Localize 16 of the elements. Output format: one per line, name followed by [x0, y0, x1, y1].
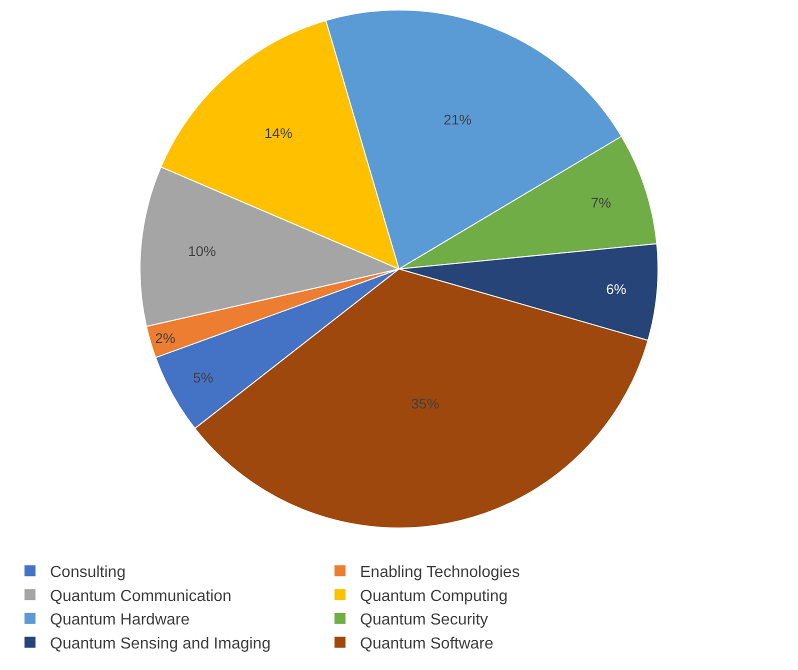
legend-label: Quantum Hardware — [50, 612, 190, 629]
data-label: 14% — [264, 125, 292, 142]
legend-label: Quantum Software — [360, 635, 494, 652]
legend-label: Quantum Sensing and Imaging — [50, 635, 271, 652]
data-label: 10% — [188, 243, 216, 260]
legend-label: Quantum Computing — [360, 588, 508, 605]
legend-label: Quantum Communication — [50, 588, 232, 605]
data-label: 35% — [411, 395, 440, 412]
data-label: 7% — [590, 194, 612, 211]
data-label: 6% — [606, 280, 626, 297]
data-label: 2% — [155, 330, 176, 346]
legend-label: Quantum Security — [360, 612, 488, 629]
data-label: 21% — [444, 111, 472, 128]
legend-label: Consulting — [50, 564, 126, 582]
legend-label: Enabling Technologies — [360, 564, 520, 582]
data-label: 5% — [193, 370, 214, 386]
